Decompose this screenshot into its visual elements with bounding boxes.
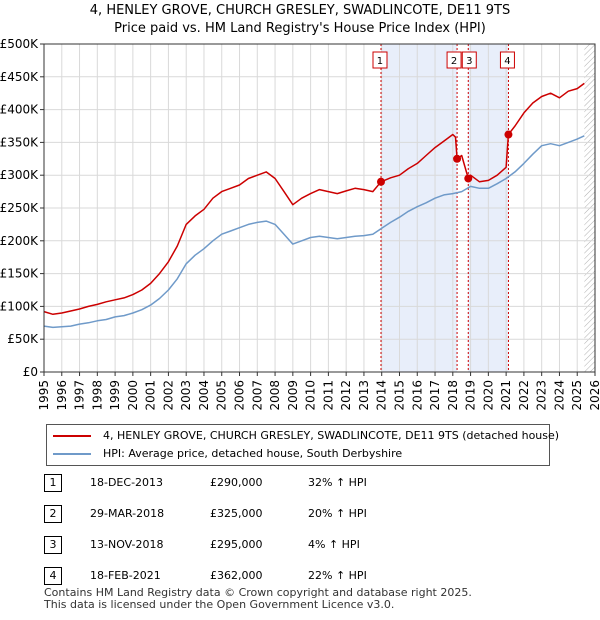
transaction-point bbox=[504, 130, 513, 139]
series-lines bbox=[43, 82, 585, 329]
legend-swatch-property bbox=[53, 435, 91, 437]
x-tick-label: 2002 bbox=[161, 380, 175, 411]
x-tick-label: 2001 bbox=[144, 380, 158, 411]
transaction-label-box bbox=[499, 51, 515, 69]
footer-line-2: This data is licensed under the Open Gov… bbox=[44, 598, 395, 611]
x-tick-label: 2024 bbox=[552, 380, 566, 411]
y-tick-label: £300K bbox=[0, 168, 39, 182]
x-tick-label: 1998 bbox=[90, 380, 104, 411]
legend: 4, HENLEY GROVE, CHURCH GRESLEY, SWADLIN… bbox=[46, 424, 559, 466]
transaction-date: 18-FEB-2021 bbox=[90, 569, 161, 582]
x-tick-label: 2003 bbox=[179, 380, 193, 411]
title-line-1: 4, HENLEY GROVE, CHURCH GRESLEY, SWADLIN… bbox=[89, 3, 511, 18]
transaction-point bbox=[453, 154, 462, 163]
transaction-point bbox=[376, 177, 385, 186]
transaction-label: 4 bbox=[504, 56, 510, 67]
transaction-row: 2 29-MAR-2018 £325,000 20% ↑ HPI bbox=[40, 503, 580, 525]
transaction-date: 13-NOV-2018 bbox=[90, 538, 164, 551]
x-tick-label: 1995 bbox=[37, 380, 51, 411]
x-tick-label: 1997 bbox=[73, 380, 87, 411]
x-tick-label: 2023 bbox=[535, 380, 549, 411]
transaction-hpi: 20% ↑ HPI bbox=[308, 507, 367, 520]
transaction-row: 1 18-DEC-2013 £290,000 32% ↑ HPI bbox=[40, 472, 580, 494]
legend-label-property: 4, HENLEY GROVE, CHURCH GRESLEY, SWADLIN… bbox=[103, 429, 560, 442]
transaction-label: 2 bbox=[451, 56, 457, 67]
transaction-label-box bbox=[446, 51, 462, 69]
legend-swatch-hpi bbox=[53, 453, 91, 455]
x-tick-label: 2008 bbox=[268, 380, 282, 411]
y-tick-label: £0 bbox=[23, 365, 38, 379]
x-tick-label: 2018 bbox=[446, 380, 460, 411]
x-tick-label: 2007 bbox=[250, 380, 264, 411]
transaction-row: 3 13-NOV-2018 £295,000 4% ↑ HPI bbox=[40, 534, 580, 556]
transaction-label: 3 bbox=[466, 56, 472, 67]
legend-label-hpi: HPI: Average price, detached house, Sout… bbox=[103, 447, 403, 460]
x-tick-label: 2012 bbox=[339, 380, 353, 411]
x-tick-label: 2019 bbox=[464, 380, 478, 411]
title-line-2: Price paid vs. HM Land Registry's House … bbox=[114, 21, 486, 36]
transaction-point bbox=[464, 174, 473, 183]
y-tick-label: £500K bbox=[0, 37, 39, 51]
x-tick-label: 2014 bbox=[375, 380, 389, 411]
transaction-price: £290,000 bbox=[210, 476, 263, 489]
y-tick-label: £50K bbox=[7, 332, 39, 346]
y-tick-label: £450K bbox=[0, 70, 39, 84]
x-tick-label: 2006 bbox=[233, 380, 247, 411]
x-tick-label: 1996 bbox=[55, 380, 69, 411]
hpi-line bbox=[43, 135, 585, 329]
transaction-label: 1 bbox=[377, 56, 383, 67]
x-tick-label: 2005 bbox=[215, 380, 229, 411]
transaction-price: £362,000 bbox=[210, 569, 263, 582]
transaction-label-box bbox=[461, 51, 477, 69]
transaction-row: 4 18-FEB-2021 £362,000 22% ↑ HPI bbox=[40, 565, 580, 587]
transaction-number: 2 bbox=[44, 505, 62, 523]
y-tick-label: £350K bbox=[0, 135, 39, 149]
y-tick-label: £100K bbox=[0, 299, 39, 313]
x-tick-label: 2021 bbox=[499, 380, 513, 411]
transaction-price: £295,000 bbox=[210, 538, 263, 551]
gridlines bbox=[43, 43, 596, 373]
x-tick-label: 2025 bbox=[570, 380, 584, 411]
x-tick-label: 2004 bbox=[197, 380, 211, 411]
transaction-number: 1 bbox=[44, 474, 62, 492]
transaction-date: 29-MAR-2018 bbox=[90, 507, 165, 520]
transaction-number: 3 bbox=[44, 536, 62, 554]
y-tick-label: £150K bbox=[0, 267, 39, 281]
transaction-lines bbox=[380, 44, 509, 372]
x-tick-label: 2015 bbox=[392, 380, 406, 411]
transaction-price: £325,000 bbox=[210, 507, 263, 520]
x-tick-label: 2017 bbox=[428, 380, 442, 411]
x-tick-label: 2026 bbox=[588, 380, 600, 411]
transaction-date: 18-DEC-2013 bbox=[90, 476, 164, 489]
x-tick-label: 2010 bbox=[304, 380, 318, 411]
x-tick-label: 2022 bbox=[517, 380, 531, 411]
y-tick-label: £400K bbox=[0, 103, 39, 117]
transaction-label-box bbox=[372, 51, 388, 69]
transaction-hpi: 32% ↑ HPI bbox=[308, 476, 367, 489]
x-tick-label: 1999 bbox=[108, 380, 122, 411]
y-tick-label: £200K bbox=[0, 234, 39, 248]
x-tick-label: 2009 bbox=[286, 380, 300, 411]
chart-title: 4, HENLEY GROVE, CHURCH GRESLEY, SWADLIN… bbox=[0, 2, 600, 38]
property-price-line bbox=[43, 82, 585, 316]
x-tick-label: 2013 bbox=[357, 380, 371, 411]
transaction-points bbox=[376, 130, 513, 186]
transaction-hpi: 4% ↑ HPI bbox=[308, 538, 360, 551]
transaction-hpi: 22% ↑ HPI bbox=[308, 569, 367, 582]
axes: £0 £50K £100K £150K £200K £250K £300K £350K £400… bbox=[0, 37, 600, 411]
x-tick-label: 2016 bbox=[410, 380, 424, 411]
footer-line-1: Contains HM Land Registry data © Crown c… bbox=[44, 586, 472, 599]
x-tick-label: 2020 bbox=[481, 380, 495, 411]
x-tick-label: 2000 bbox=[126, 380, 140, 411]
footer: Contains HM Land Registry data © Crown c… bbox=[44, 587, 472, 611]
y-tick-label: £250K bbox=[0, 201, 39, 215]
x-tick-label: 2011 bbox=[321, 380, 335, 411]
transaction-number: 4 bbox=[44, 567, 62, 585]
